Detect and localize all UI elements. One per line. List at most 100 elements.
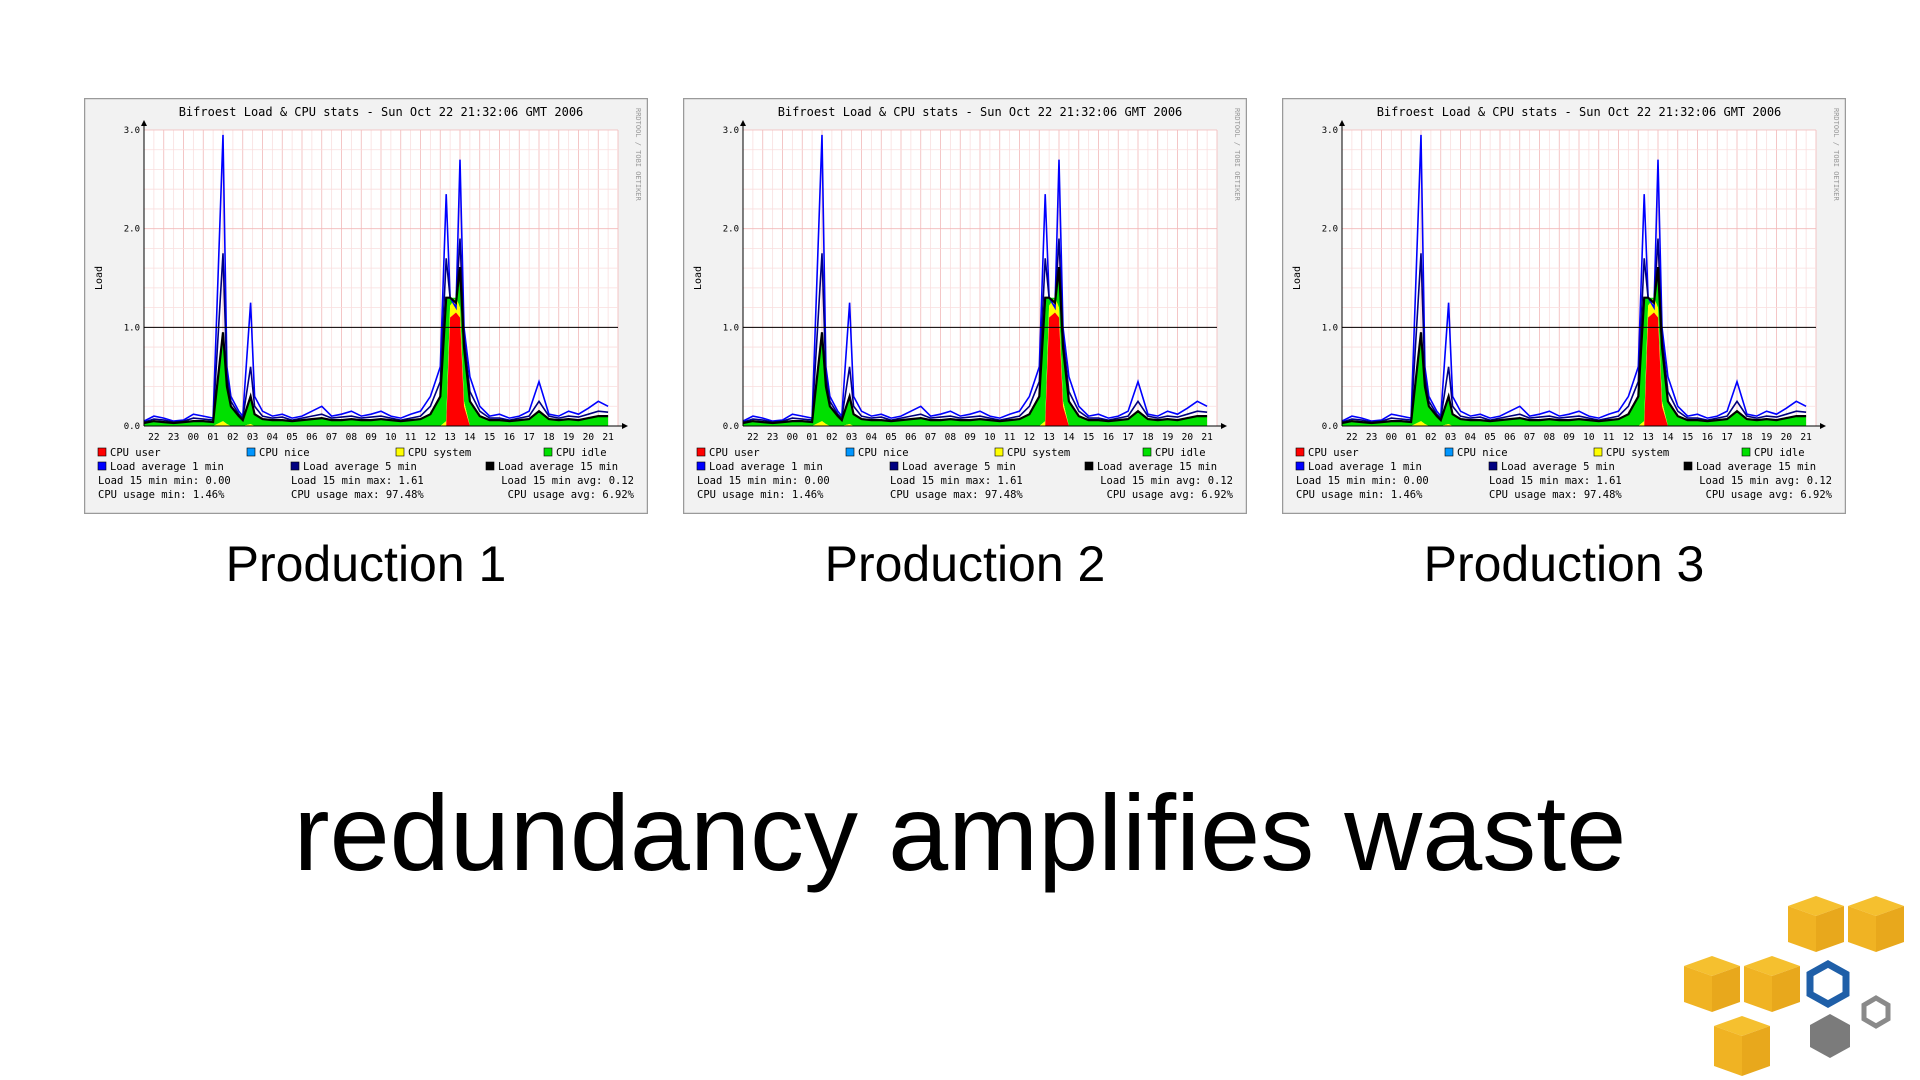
x-tick-label: 10 — [1583, 432, 1595, 443]
chart-caption-3: Production 3 — [1423, 536, 1705, 592]
y-tick-label: 0.0 — [124, 422, 140, 432]
x-tick-label: 05 — [286, 432, 297, 443]
x-tick-label: 00 — [1386, 432, 1398, 443]
load-15min-line — [1341, 266, 1807, 425]
stat-text: Load 15 min avg: 0.12 — [1699, 475, 1832, 487]
load-1min-line — [143, 134, 609, 422]
y-tick-label: 1.0 — [124, 323, 140, 333]
x-tick-label: 07 — [326, 432, 337, 443]
x-tick-label: 18 — [1142, 432, 1154, 443]
x-tick-label: 14 — [1662, 432, 1674, 443]
x-tick-label: 19 — [563, 432, 575, 443]
legend-swatch — [845, 447, 855, 457]
legend-swatch — [889, 461, 899, 471]
legend-label: CPU nice — [1457, 447, 1508, 459]
x-tick-label: 08 — [346, 432, 358, 443]
chart-panel-1: 0.0 1.0 2.0 3.0 22 23 00 01 02 03 04 05 06 07 08 09 10 11… — [84, 98, 648, 514]
x-tick-label: 12 — [1623, 432, 1634, 443]
legend-swatch — [543, 447, 553, 457]
logo-hexagon-outline-gray — [1861, 995, 1891, 1029]
stat-text: CPU usage min: 1.46% — [1296, 489, 1423, 501]
stat-text: CPU usage avg: 6.92% — [1706, 489, 1833, 501]
legend-label: Load average 5 min — [303, 461, 417, 473]
x-tick-label: 10 — [385, 432, 397, 443]
x-tick-label: 09 — [365, 432, 377, 443]
x-tick-label: 14 — [464, 432, 476, 443]
legend-swatch — [395, 447, 405, 457]
x-tick-label: 01 — [1405, 432, 1417, 443]
legend-label: Load average 5 min — [1501, 461, 1615, 473]
stat-text: CPU usage min: 1.46% — [98, 489, 225, 501]
x-tick-label: 22 — [747, 432, 758, 443]
chart-panel-3: 0.0 1.0 2.0 3.0 22 23 00 01 02 03 04 05 06 07 08 09 10 11… — [1282, 98, 1846, 514]
x-tick-label: 12 — [1024, 432, 1035, 443]
legend-swatch — [696, 447, 706, 457]
chart-panel-2: 0.0 1.0 2.0 3.0 22 23 00 01 02 03 04 05 06 07 08 09 10 11… — [683, 98, 1247, 514]
chart-title: Bifroest Load & CPU stats - Sun Oct 22 2… — [778, 105, 1183, 119]
load-1min-line — [742, 134, 1208, 422]
legend-swatch — [1295, 461, 1305, 471]
y-axis-arrow — [1339, 120, 1345, 126]
chart-title: Bifroest Load & CPU stats - Sun Oct 22 2… — [1377, 105, 1782, 119]
stat-text: Load 15 min min: 0.00 — [697, 475, 830, 487]
load-5min-line — [1341, 238, 1807, 423]
legend-label: Load average 1 min — [110, 461, 224, 473]
x-tick-label: 01 — [207, 432, 219, 443]
x-tick-label: 11 — [405, 432, 417, 443]
x-tick-label: 22 — [1346, 432, 1357, 443]
load-15min-line — [742, 266, 1208, 425]
x-axis-arrow — [1820, 423, 1826, 429]
x-tick-label: 17 — [1122, 432, 1133, 443]
stat-text: CPU usage max: 97.48% — [291, 489, 424, 501]
legend-swatch — [97, 461, 107, 471]
stat-text: Load 15 min max: 1.61 — [291, 475, 424, 487]
chart-caption-1: Production 1 — [225, 536, 507, 592]
x-tick-label: 05 — [1484, 432, 1495, 443]
y-tick-label: 0.0 — [1322, 422, 1338, 432]
x-tick-label: 23 — [767, 432, 778, 443]
x-tick-label: 06 — [306, 432, 318, 443]
x-tick-label: 15 — [1083, 432, 1094, 443]
x-tick-label: 06 — [905, 432, 917, 443]
grid — [1341, 129, 1817, 427]
load-15min-line — [143, 266, 609, 425]
legend-swatch — [97, 447, 107, 457]
rrdtool-watermark: RRDTOOL / TOBI OETIKER — [1832, 108, 1840, 202]
x-tick-label: 12 — [425, 432, 436, 443]
legend-label: Load average 15 min — [1696, 461, 1816, 473]
x-tick-label: 03 — [1445, 432, 1456, 443]
legend-swatch — [246, 447, 256, 457]
x-tick-label: 05 — [885, 432, 896, 443]
legend-swatch — [1683, 461, 1693, 471]
y-tick-label: 2.0 — [124, 225, 140, 235]
x-tick-label: 21 — [1201, 432, 1213, 443]
chart-title: Bifroest Load & CPU stats - Sun Oct 22 2… — [179, 105, 584, 119]
x-tick-label: 18 — [543, 432, 555, 443]
stat-text: Load 15 min min: 0.00 — [1296, 475, 1429, 487]
x-tick-label: 08 — [945, 432, 957, 443]
legend-label: CPU user — [1308, 447, 1359, 459]
y-tick-label: 1.0 — [1322, 323, 1338, 333]
legend-label: CPU system — [1606, 447, 1669, 459]
legend-label: CPU user — [709, 447, 760, 459]
load-5min-line — [143, 238, 609, 423]
chart-caption-2: Production 2 — [824, 536, 1106, 592]
y-tick-label: 2.0 — [723, 225, 739, 235]
x-tick-label: 04 — [866, 432, 878, 443]
x-tick-label: 09 — [1563, 432, 1575, 443]
x-tick-label: 03 — [846, 432, 857, 443]
x-tick-label: 16 — [504, 432, 516, 443]
x-tick-label: 20 — [1781, 432, 1793, 443]
legend-swatch — [1084, 461, 1094, 471]
x-tick-label: 15 — [484, 432, 495, 443]
y-axis-arrow — [141, 120, 147, 126]
x-axis-arrow — [1221, 423, 1227, 429]
x-tick-label: 00 — [787, 432, 799, 443]
x-tick-label: 16 — [1103, 432, 1115, 443]
legend-label: CPU nice — [858, 447, 909, 459]
y-tick-label: 3.0 — [124, 126, 140, 136]
stat-text: Load 15 min min: 0.00 — [98, 475, 231, 487]
x-tick-label: 03 — [247, 432, 258, 443]
legend-swatch — [1142, 447, 1152, 457]
legend-label: CPU system — [408, 447, 471, 459]
